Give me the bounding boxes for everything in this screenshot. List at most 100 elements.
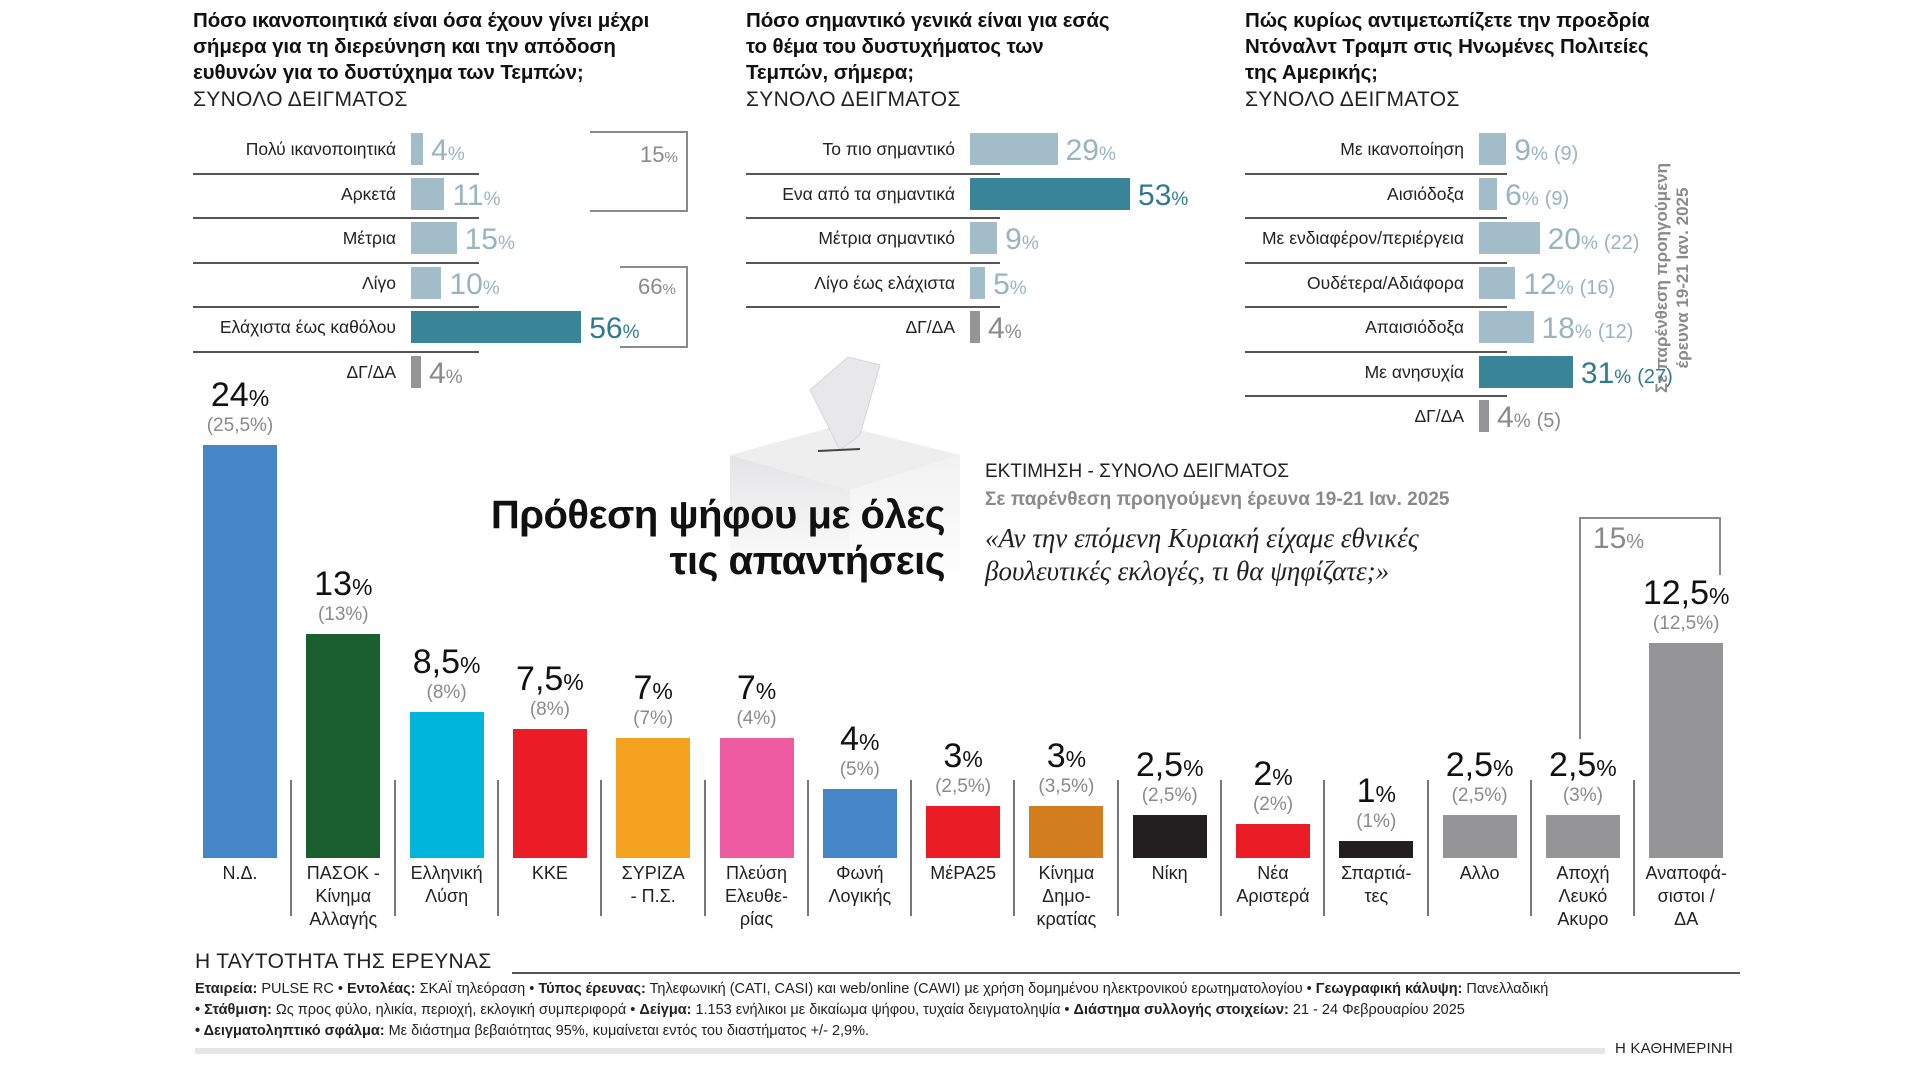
- value-number: 56: [589, 312, 623, 345]
- bar-category-label: Απαισιόδοξα: [1365, 317, 1464, 337]
- percent-sign: %: [1614, 366, 1632, 388]
- bar-category-label: Μέτρια σημαντικό: [818, 228, 955, 248]
- value-number: 3: [943, 737, 963, 776]
- bar-row: Με ανησυχία 31% (27): [1365, 355, 1673, 400]
- previous-value-label: (12,5%): [1652, 613, 1720, 634]
- percent-sign: %: [652, 677, 673, 704]
- bar: [970, 133, 1058, 165]
- bar-value-label: 18% (12): [1542, 309, 1634, 345]
- party-label-line: ΜέΡΑ25: [930, 863, 996, 883]
- bar-category-label: ΔΓ/ΔΑ: [905, 317, 955, 337]
- footer-field-key: Εταιρεία:: [195, 981, 258, 997]
- party-label-line: Λογικής: [828, 886, 892, 906]
- value-number: 6: [1505, 178, 1522, 212]
- bar: [411, 355, 421, 388]
- party-label-line: Αλλο: [1459, 863, 1500, 883]
- percent-sign: %: [1530, 144, 1548, 165]
- value-number: 66: [638, 274, 663, 299]
- party-label-line: Ν.Δ.: [222, 863, 258, 883]
- row-separator: [1245, 217, 1507, 219]
- brand-logo: Η ΚΑΘΗΜΕΡΙΝΗ: [1615, 1040, 1733, 1057]
- vote-value-label: 8,5%: [380, 644, 514, 683]
- bar-row: Ουδέτερα/Αδιάφορα 12% (16): [1307, 266, 1615, 311]
- footer-field-key: • Δειγματοληπτικό σφάλμα:: [195, 1023, 385, 1039]
- column-divider: [1013, 780, 1016, 916]
- bar: [1479, 222, 1540, 254]
- previous-value-label: (7%): [633, 707, 674, 729]
- party-label-line: Αλλαγής: [309, 909, 378, 929]
- group-total-label: 66%: [638, 274, 676, 300]
- bar: [411, 266, 442, 299]
- value-number: 20: [1547, 223, 1581, 256]
- percent-sign: %: [1375, 780, 1396, 807]
- row-separator: [193, 261, 479, 264]
- value-number: 7: [736, 668, 756, 707]
- party-label-line: - Π.Σ.: [630, 886, 676, 906]
- chart1-subtitle: ΣΥΝΟΛΟ ΔΕΙΓΜΑΤΟΣ: [193, 88, 408, 111]
- party-label: Ν.Δ.: [189, 862, 291, 885]
- chart3-side-note: Σε παρένθεση προηγούμενη έρευνα 19-21 Ια…: [1652, 163, 1692, 393]
- percent-sign: %: [1556, 277, 1574, 299]
- bar-value-label: 9% (9): [1514, 131, 1578, 167]
- vote-value-label: 3%: [999, 738, 1133, 777]
- party-label-line: ΚΚΕ: [531, 863, 568, 883]
- bar-category-label: ΔΓ/ΔΑ: [1414, 406, 1464, 426]
- vote-bar: [409, 711, 484, 858]
- bar-category-label: Με ικανοποίηση: [1340, 139, 1464, 159]
- previous-value-label: (3%): [1562, 785, 1603, 806]
- value-number: 9: [1514, 134, 1531, 167]
- party-label-line: Αριστερά: [1236, 886, 1310, 906]
- row-separator: [1245, 261, 1507, 264]
- group-total-label: 15%: [1593, 522, 1644, 556]
- value-number: 24: [210, 376, 249, 415]
- percent-sign: %: [1521, 188, 1539, 210]
- percent-sign: %: [1004, 322, 1022, 343]
- column-divider: [496, 780, 499, 916]
- chart1-title: Πόσο ικανοποιητικά είναι όσα έχουν γίνει…: [193, 9, 650, 84]
- bar-category-label: Με ανησυχία: [1364, 361, 1464, 382]
- party-label-line: Λύση: [425, 886, 469, 906]
- footer-field-key: Τύπος έρευνας:: [538, 981, 646, 997]
- party-label: ΚΚΕ: [499, 862, 601, 885]
- bar-value-label: 11%: [452, 176, 500, 212]
- group-bracket-right: [1719, 517, 1722, 575]
- bar: [411, 222, 457, 254]
- chart2-subtitle: ΣΥΝΟΛΟ ΔΕΙΓΜΑΤΟΣ: [746, 88, 961, 111]
- party-label: Αποχή Λευκό Ακυρο: [1532, 862, 1634, 931]
- row-separator: [193, 172, 479, 175]
- group-bracket: [590, 131, 688, 212]
- value-number: 12,5: [1642, 574, 1710, 612]
- bar: [1479, 311, 1534, 343]
- vote-bar: [1545, 815, 1620, 858]
- column-divider: [806, 780, 809, 916]
- previous-value-label: (5%): [839, 759, 880, 781]
- vote-bar: [306, 634, 381, 858]
- footer-line-2: • Στάθμιση: Ως προς φύλο, ηλικία, περιοχ…: [195, 1002, 1465, 1018]
- bar-value-label: 10%: [449, 265, 499, 301]
- value-number: 4: [840, 720, 860, 759]
- percent-sign: %: [859, 729, 880, 756]
- previous-value: (12): [1597, 321, 1634, 343]
- bar-row: ΔΓ/ΔΑ 4%: [905, 311, 1022, 355]
- percent-sign: %: [1709, 583, 1730, 609]
- bar: [970, 177, 1131, 210]
- previous-value-label: (8%): [529, 699, 570, 720]
- value-number: 15: [464, 223, 498, 256]
- vote-value-label: 3%: [896, 738, 1030, 777]
- footer-line-3: • Δειγματοληπτικό σφάλμα: Με διάστημα βε…: [195, 1023, 869, 1039]
- bar: [1479, 266, 1516, 299]
- bar-row: Μέτρια 15%: [343, 222, 515, 266]
- vote-value-label: 12,5%: [1619, 575, 1753, 614]
- footer-field-value: Τηλεφωνική (CATI, CASI) και web/online (…: [645, 981, 1316, 997]
- bar: [1479, 133, 1507, 165]
- footer-field-value: PULSE RC •: [257, 981, 347, 997]
- party-label: Αλλο: [1429, 862, 1531, 885]
- previous-value-label: (4%): [736, 707, 777, 729]
- bar-row: Αρκετά 11%: [341, 177, 501, 222]
- bar-category-label: Λίγο έως ελάχιστα: [814, 272, 955, 293]
- column-divider: [393, 780, 396, 916]
- percent-sign: %: [755, 677, 777, 704]
- vote-value-label: 24%: [173, 377, 307, 416]
- party-label-line: Ελευθε-: [725, 886, 788, 906]
- vote-value-label: 2,5%: [1516, 747, 1650, 786]
